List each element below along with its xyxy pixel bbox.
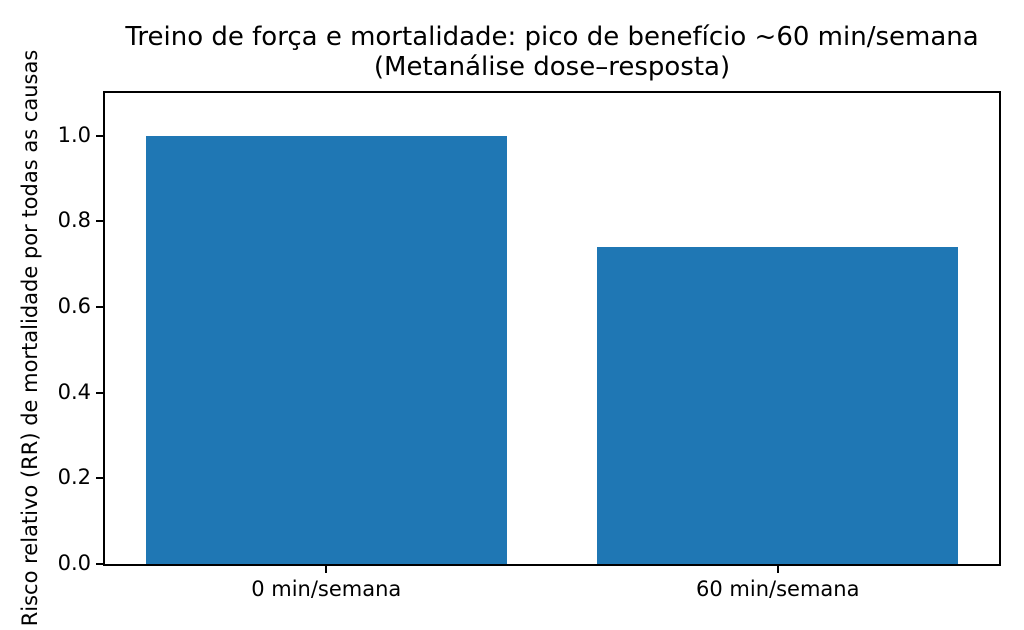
x-tick-mark-1 xyxy=(776,566,779,573)
y-tick-label-2: 0.4 xyxy=(57,379,91,404)
x-tick-mark-0 xyxy=(325,566,328,573)
y-tick-label-1: 0.2 xyxy=(57,465,91,490)
y-tick-label-0: 0.0 xyxy=(57,551,91,575)
chart-title-line2: (Metanálise dose–resposta) xyxy=(373,52,731,82)
y-tick-label-5: 1.0 xyxy=(57,122,91,147)
chart-title-line1: Treino de força e mortalidade: pico de b… xyxy=(125,22,979,52)
y-tick-mark-0 xyxy=(96,563,103,565)
y-tick-mark-3 xyxy=(96,306,103,309)
x-tick-label-0: 0 min/semana xyxy=(251,577,402,601)
chart-title: Treino de força e mortalidade: pico de b… xyxy=(103,22,1001,82)
y-tick-label-3: 0.6 xyxy=(57,294,91,319)
x-tick-label-1: 60 min/semana xyxy=(696,577,860,601)
bar-0 xyxy=(145,135,507,564)
y-tick-label-4: 0.8 xyxy=(57,208,91,233)
plot-overlay: 0.0 0.2 0.4 0.6 0.8 1.0 0 min/semana 60 min/sem… xyxy=(58,93,999,601)
y-tick-mark-5 xyxy=(96,134,103,137)
y-tick-mark-1 xyxy=(96,477,103,480)
y-tick-mark-2 xyxy=(96,391,103,394)
bar-1 xyxy=(597,247,959,564)
y-tick-mark-4 xyxy=(96,220,103,223)
